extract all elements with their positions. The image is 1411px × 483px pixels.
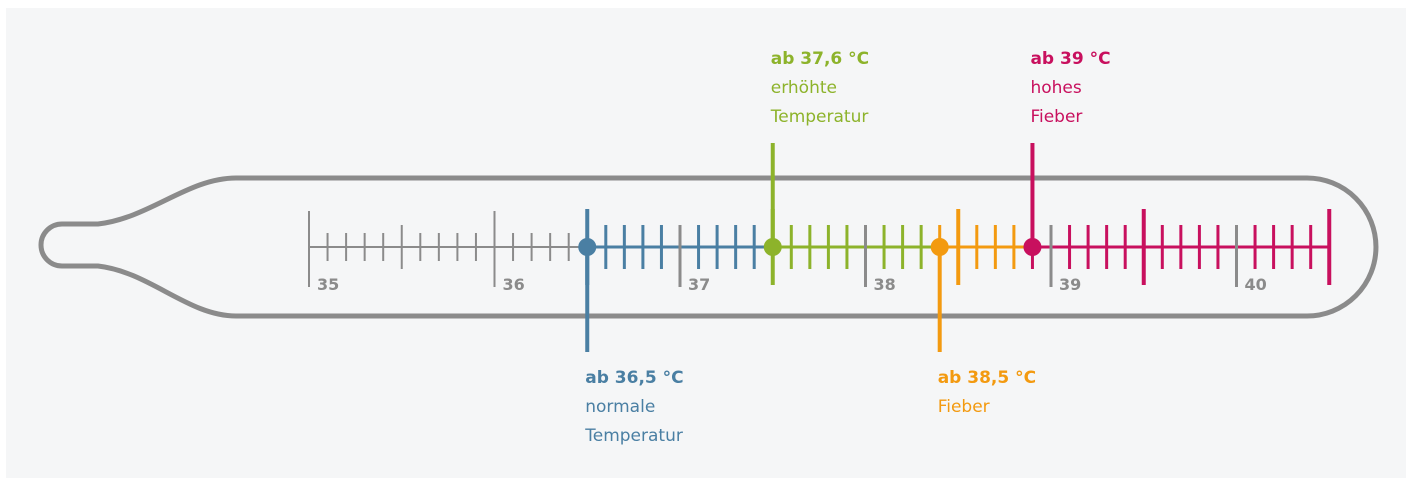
marker-label-text: normale bbox=[585, 397, 655, 417]
thermometer-outline bbox=[38, 175, 1379, 319]
diagram-background bbox=[6, 8, 1406, 478]
marker-label-text: Temperatur bbox=[584, 426, 683, 446]
marker-label-text: erhöhte bbox=[771, 78, 837, 98]
marker-high: ab 39 °C hohes Fieber bbox=[1023, 49, 1111, 256]
marker-label-title: ab 37,6 °C bbox=[771, 49, 869, 69]
scale-labels: 35 36 37 38 39 40 bbox=[317, 275, 1267, 294]
marker-fever: ab 38,5 °C Fieber bbox=[930, 238, 1036, 417]
tick-label: 39 bbox=[1059, 275, 1081, 294]
tick-label: 38 bbox=[874, 275, 896, 294]
marker-elevated: ab 37,6 °C erhöhte Temperatur bbox=[763, 49, 869, 256]
tick-label: 36 bbox=[503, 275, 525, 294]
tick-label: 37 bbox=[688, 275, 710, 294]
marker-dot bbox=[763, 238, 782, 256]
marker-label-text: Temperatur bbox=[770, 107, 869, 127]
tick-label: 35 bbox=[317, 275, 339, 294]
threshold-markers: ab 36,5 °C normale Temperatur ab 37,6 °C erh… bbox=[578, 49, 1111, 446]
marker-label-text: hohes bbox=[1030, 78, 1081, 98]
marker-dot bbox=[930, 238, 949, 256]
marker-normal: ab 36,5 °C normale Temperatur bbox=[578, 238, 684, 446]
marker-label-text: Fieber bbox=[938, 397, 990, 417]
scale-ticks bbox=[308, 209, 1332, 287]
marker-dot bbox=[578, 238, 597, 256]
marker-label-title: ab 36,5 °C bbox=[585, 368, 683, 388]
tick-label: 40 bbox=[1245, 275, 1267, 294]
marker-label-title: ab 39 °C bbox=[1030, 49, 1110, 69]
marker-dot bbox=[1023, 238, 1042, 256]
marker-label-text: Fieber bbox=[1030, 107, 1082, 127]
marker-label-title: ab 38,5 °C bbox=[938, 368, 1036, 388]
